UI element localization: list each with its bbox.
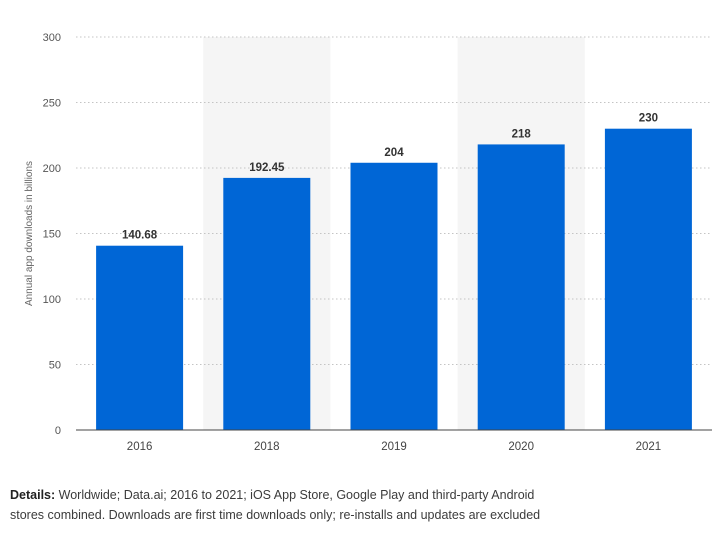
bar-value-label: 204 xyxy=(384,147,404,159)
x-tick-label: 2021 xyxy=(636,441,662,453)
bar-value-label: 218 xyxy=(512,128,532,140)
y-tick-label: 200 xyxy=(43,163,61,175)
bar-value-label: 140.68 xyxy=(122,230,158,242)
bar xyxy=(223,177,311,430)
chart-footnote: Details: Worldwide; Data.ai; 2016 to 202… xyxy=(10,486,550,525)
y-tick-label: 150 xyxy=(43,229,61,241)
y-axis-title: Annual app downloads in billions xyxy=(24,161,35,306)
y-tick-label: 300 xyxy=(43,32,61,44)
bar xyxy=(604,128,692,430)
y-tick-label: 50 xyxy=(49,360,61,372)
bar-value-label: 192.45 xyxy=(249,162,285,174)
details-text: Worldwide; Data.ai; 2016 to 2021; iOS Ap… xyxy=(10,488,541,522)
bar-value-label: 230 xyxy=(639,113,658,125)
x-tick-label: 2020 xyxy=(508,441,534,453)
y-tick-label: 0 xyxy=(55,425,61,437)
y-tick-label: 250 xyxy=(43,98,61,110)
bar xyxy=(477,144,565,431)
x-tick-label: 2019 xyxy=(381,441,407,453)
bar xyxy=(96,245,184,430)
x-tick-label: 2018 xyxy=(254,441,280,453)
x-tick-label: 2016 xyxy=(127,441,153,453)
y-tick-label: 100 xyxy=(43,294,61,306)
details-label: Details: xyxy=(10,488,56,502)
bar xyxy=(350,162,438,430)
bar-chart: 0 50 100 150 200 250 300 Annual app downloads i… xyxy=(24,32,712,453)
